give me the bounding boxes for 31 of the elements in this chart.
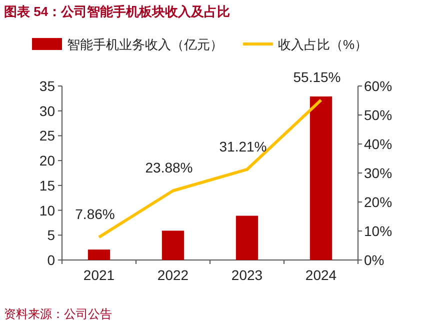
data-label: 23.88% <box>145 160 193 176</box>
y2-tick-label: 40% <box>364 136 392 152</box>
chart-title: 图表 54：公司智能手机板块收入及占比 <box>4 4 230 19</box>
y-tick-label: 35 <box>39 78 56 94</box>
y-tick-label: 10 <box>39 202 56 218</box>
text: 资料来源：公司公告 <box>4 307 112 321</box>
y2-tick-label: 60% <box>364 78 392 94</box>
y2-tick-label: 0% <box>364 252 384 268</box>
y-tick-label: 30 <box>39 102 56 119</box>
legend-label: 收入占比（%） <box>278 37 368 52</box>
data-label: 7.86% <box>75 206 115 222</box>
bar <box>236 216 258 260</box>
bar <box>88 250 110 260</box>
y-tick-label: 25 <box>39 128 56 144</box>
bar <box>310 96 332 260</box>
data-label: 31.21% <box>219 138 267 154</box>
bar <box>162 230 184 260</box>
legend-label: 智能手机业务收入（亿元） <box>67 37 223 52</box>
x-tick-label: 2024 <box>305 267 337 283</box>
y2-tick-label: 30% <box>364 165 392 181</box>
x-tick-label: 2022 <box>157 267 189 283</box>
data-label: 55.15% <box>293 69 341 86</box>
x-tick-label: 2023 <box>231 267 263 283</box>
y-tick-label: 15 <box>39 177 56 194</box>
y2-tick-label: 20% <box>364 194 392 210</box>
y-tick-label: 20 <box>39 152 56 169</box>
y2-tick-label: 50% <box>364 107 392 123</box>
y-tick-label: 5 <box>47 227 56 244</box>
y2-tick-label: 10% <box>364 223 392 239</box>
y-tick-label: 0 <box>47 252 56 268</box>
x-tick-label: 2021 <box>83 267 115 283</box>
